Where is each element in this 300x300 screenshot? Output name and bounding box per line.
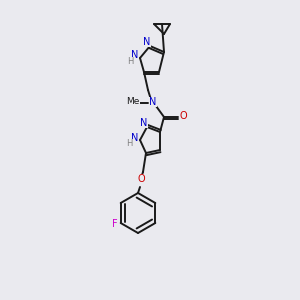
Text: N: N (131, 50, 139, 60)
Text: N: N (131, 133, 139, 143)
Text: N: N (149, 97, 157, 107)
Text: Me: Me (126, 98, 140, 106)
Text: F: F (112, 219, 118, 229)
Text: N: N (143, 37, 151, 47)
Text: N: N (140, 118, 148, 128)
Text: H: H (127, 58, 133, 67)
Text: H: H (126, 140, 132, 148)
Text: O: O (137, 174, 145, 184)
Text: O: O (179, 111, 187, 121)
